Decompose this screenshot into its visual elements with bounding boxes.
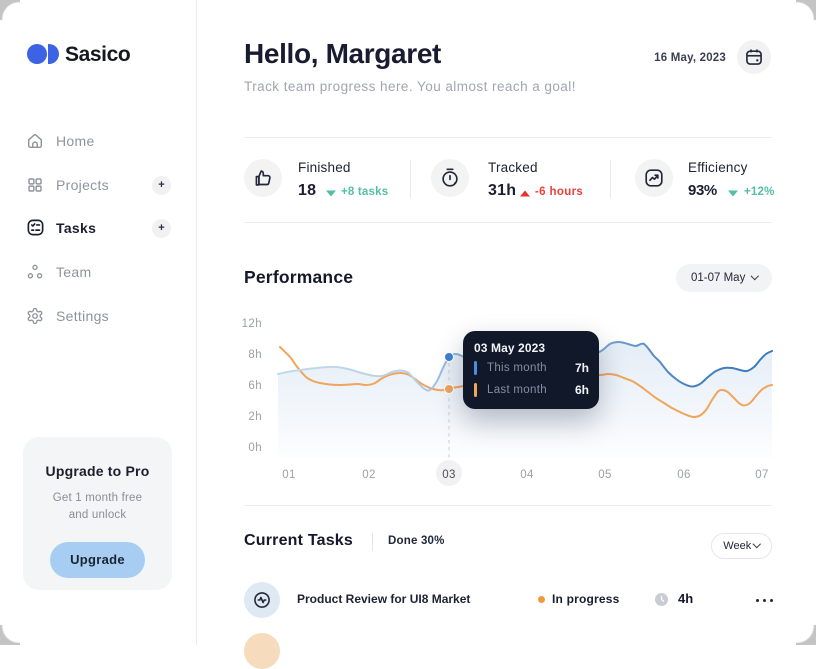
svg-text:07: 07 (755, 469, 769, 481)
svg-text:0h: 0h (248, 442, 262, 454)
svg-text:2h: 2h (248, 411, 262, 423)
svg-text:06: 06 (677, 469, 691, 481)
svg-text:01: 01 (282, 469, 296, 481)
svg-text:6h: 6h (248, 380, 262, 392)
svg-text:04: 04 (520, 469, 534, 481)
svg-text:12h: 12h (242, 318, 262, 330)
svg-text:8h: 8h (248, 349, 262, 361)
svg-text:05: 05 (598, 469, 612, 481)
svg-text:02: 02 (362, 469, 376, 481)
svg-text:03: 03 (442, 469, 456, 481)
